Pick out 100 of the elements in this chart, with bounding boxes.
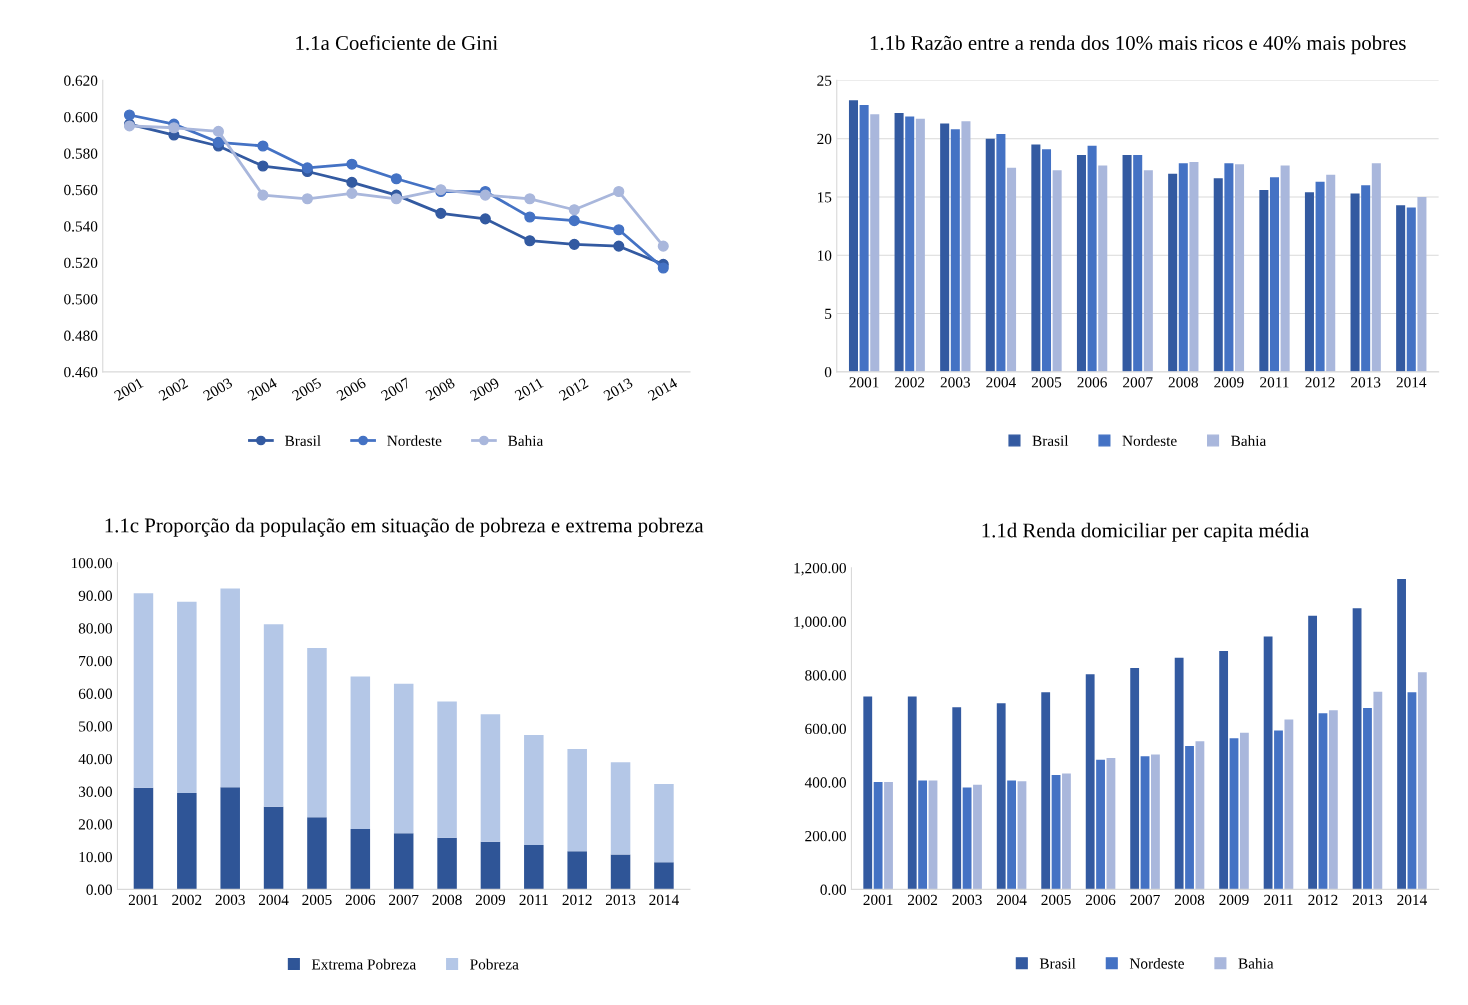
x-tick-label: 2011 [1264,894,1293,906]
x-tick-label: 2003 [202,377,234,401]
x-tick-label: 2011 [519,894,548,906]
y-tick-label: 50.00 [79,721,112,732]
y-tick-label: 15 [817,192,832,203]
y-tick-label: 90.00 [78,590,112,601]
y-tick-label: 60.00 [78,688,112,699]
y-tick-label: 0.600 [64,111,98,123]
legend-label: Extrema Pobreza [311,958,416,970]
y-tick-label: 40.00 [78,753,112,765]
x-tick-label: 2009 [1214,377,1244,388]
x-tick-label: 2005 [1031,377,1062,388]
x-tick-label: 2008 [424,377,456,401]
x-tick-label: 2004 [247,377,278,401]
y-tick-label: 0.620 [64,75,98,86]
y-tick-label: 0.580 [64,148,98,159]
y-tick-label: 0.00 [820,884,846,895]
x-tick-label: 2003 [215,894,245,906]
legend-label: Brasil [1032,435,1069,446]
y-tick-label: 0.500 [64,294,98,305]
legend-label: Nordeste [1129,957,1184,969]
x-tick-label: 2001 [113,377,144,401]
legend-label: Brasil [1039,957,1076,969]
x-tick-label: 2012 [1308,894,1338,906]
x-tick-label: 2002 [158,377,189,401]
y-tick-label: 0.00 [86,884,112,895]
x-tick-label: 2004 [258,894,289,906]
x-tick-label: 2007 [389,894,419,906]
y-tick-label: 20 [817,133,832,145]
x-tick-label: 2014 [647,377,679,401]
x-tick-label: 2001 [849,377,879,388]
y-tick-label: 100.00 [71,557,112,569]
chart-title: 1.1a Coeficiente de Gini [296,35,498,51]
x-tick-label: 2009 [469,377,500,401]
x-tick-label: 2004 [996,894,1027,906]
x-tick-label: 2002 [895,377,925,388]
x-tick-label: 2007 [1130,894,1160,906]
x-tick-label: 2005 [291,377,323,401]
y-tick-label: 400.00 [804,777,846,788]
x-tick-label: 2014 [1397,894,1427,906]
y-tick-label: 1,000.00 [794,616,846,630]
x-tick-label: 2006 [1085,894,1116,906]
chart-title: 1.1b Razão entre a renda dos 10% mais ricos e 40% mais pobres [870,35,1406,55]
chart-title: 1.1d Renda domiciliar per capita média [982,522,1310,542]
x-tick-label: 2007 [380,377,412,401]
x-tick-label: 2013 [602,377,634,401]
x-tick-label: 2001 [128,894,158,906]
x-tick-label: 2012 [1305,377,1335,388]
chart-title: 1.1c Proporção da população em situação de pobreza e extrema pobreza [105,517,704,537]
y-tick-label: 10.00 [79,851,112,863]
y-tick-label: 80.00 [78,623,112,634]
legend-label: Nordeste [387,435,442,446]
x-tick-label: 2001 [863,894,893,906]
y-tick-label: 30.00 [78,786,112,797]
x-tick-label: 2002 [908,894,938,906]
x-tick-label: 2012 [558,377,589,401]
y-tick-label: 800.00 [805,670,846,681]
x-tick-label: 2005 [302,894,332,906]
legend-label: Bahia [508,435,544,446]
x-tick-label: 2013 [605,894,636,906]
y-tick-label: 200.00 [805,830,846,842]
legend-label: Brasil [285,435,321,446]
x-tick-label: 2003 [940,377,970,388]
y-tick-label: 20.00 [78,819,112,830]
legend-label: Bahia [1238,957,1274,969]
x-tick-label: 2014 [649,894,679,906]
y-tick-label: 1,200.00 [794,562,846,576]
x-tick-label: 2003 [952,894,982,906]
x-tick-label: 2005 [1041,894,1071,906]
legend-label: Bahia [1231,435,1267,446]
y-tick-label: 0 [824,366,832,378]
x-tick-label: 2011 [1260,377,1289,388]
legend-label: Nordeste [1122,435,1177,446]
x-tick-label: 2004 [986,377,1016,388]
legend-label: Pobreza [470,958,519,970]
x-tick-label: 2008 [1174,894,1205,906]
x-tick-label: 2002 [172,894,202,906]
y-tick-label: 0.520 [64,257,98,269]
y-tick-label: 70.00 [79,655,112,667]
x-tick-label: 2009 [1219,894,1249,906]
x-tick-label: 2013 [1351,377,1381,388]
x-tick-label: 2006 [335,377,367,401]
x-tick-label: 2009 [475,894,506,906]
y-tick-label: 10 [817,250,832,261]
x-tick-label: 2014 [1396,377,1427,388]
x-tick-label: 2012 [562,894,592,906]
x-tick-label: 2008 [1168,377,1198,388]
x-tick-label: 2006 [1077,377,1107,388]
y-tick-label: 5 [825,308,832,320]
y-tick-label: 25 [817,75,832,86]
x-tick-label: 2013 [1352,894,1383,906]
y-tick-label: 0.560 [64,184,98,196]
y-tick-label: 600.00 [805,723,846,735]
x-tick-label: 2006 [345,894,376,906]
y-tick-label: 0.480 [64,330,98,341]
y-tick-label: 0.540 [64,221,98,232]
y-tick-label: 0.460 [64,366,98,378]
x-tick-label: 2011 [514,377,544,401]
x-tick-label: 2007 [1123,377,1153,388]
x-tick-label: 2008 [432,894,462,906]
